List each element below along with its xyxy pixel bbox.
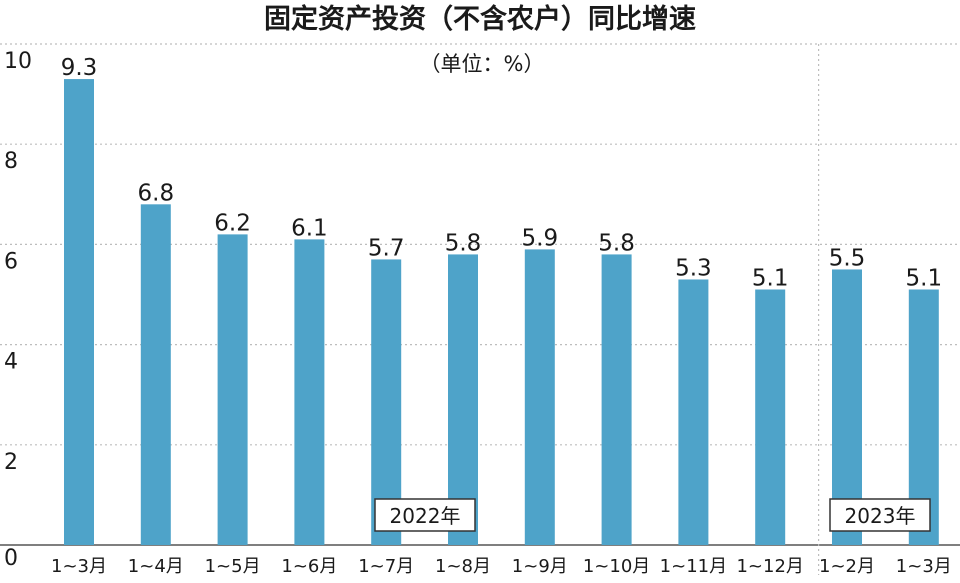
group-layer: 2022年 2023年 [374, 498, 931, 532]
y-tick-label: 2 [4, 450, 18, 475]
year-label: 2023年 [845, 504, 916, 528]
x-tick-label: 1~4月 [128, 556, 184, 577]
y-tick-label: 0 [4, 546, 18, 571]
x-tick-label: 1~3月 [51, 556, 107, 577]
labels-layer: 0 2 4 6 8 10 9.3 1~3月 6.8 1~4月 6.2 1~5月 6.1 1~6月 5.7 1~… [4, 49, 952, 577]
year-label: 2022年 [390, 504, 461, 528]
year-box [374, 498, 476, 532]
bar-value-label: 5.5 [829, 245, 866, 271]
x-tick-label: 1~7月 [358, 556, 414, 577]
bar-value-label: 5.9 [522, 225, 559, 251]
bar [678, 279, 709, 545]
bar-value-label: 9.3 [61, 55, 98, 81]
bar-value-label: 5.8 [445, 230, 482, 256]
bar [601, 254, 632, 546]
x-tick-label: 1~10月 [583, 556, 650, 577]
x-tick-label: 1~5月 [205, 556, 261, 577]
bar [217, 234, 248, 545]
x-tick-label: 1~12月 [736, 556, 803, 577]
year-box [829, 498, 931, 532]
bar-value-label: 5.8 [598, 230, 635, 256]
x-tick-label: 1~9月 [512, 556, 568, 577]
bar-value-label: 5.1 [752, 265, 789, 291]
x-tick-label: 1~3月 [896, 556, 952, 577]
unit-note: （单位：%） [420, 52, 545, 76]
bar-value-label: 6.2 [214, 210, 251, 236]
y-tick-label: 10 [4, 49, 32, 74]
bars-layer [64, 79, 939, 546]
bar-value-label: 6.8 [138, 180, 175, 206]
x-tick-label: 1~8月 [435, 556, 491, 577]
bar-value-label: 5.7 [368, 235, 405, 261]
x-tick-label: 1~2月 [819, 556, 875, 577]
bar-value-label: 5.1 [906, 265, 943, 291]
bar-value-label: 6.1 [291, 215, 328, 241]
y-tick-label: 8 [4, 149, 18, 174]
x-tick-label: 1~6月 [281, 556, 337, 577]
y-tick-label: 6 [4, 249, 18, 274]
bar [524, 249, 555, 545]
x-tick-label: 1~11月 [660, 556, 727, 577]
bar [64, 79, 94, 545]
bar [371, 259, 402, 545]
chart-title: 固定资产投资（不含农户）同比增速 [264, 3, 696, 35]
bar [448, 254, 478, 546]
bar [140, 204, 171, 545]
bar-value-label: 5.3 [675, 255, 712, 281]
bar [294, 239, 325, 545]
bar [755, 289, 786, 545]
y-tick-label: 4 [4, 350, 18, 375]
